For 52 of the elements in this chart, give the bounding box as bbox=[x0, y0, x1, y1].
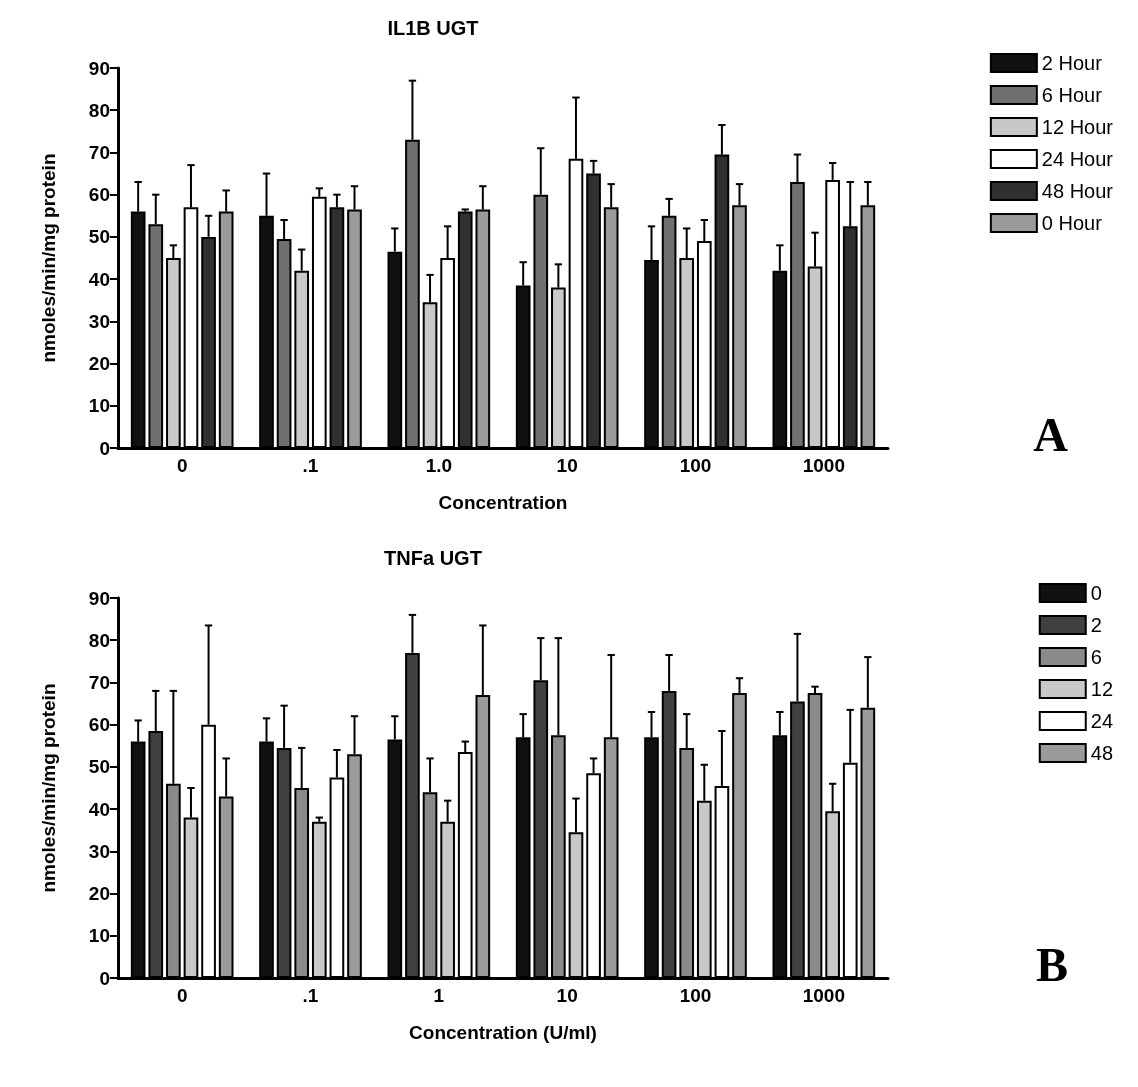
x-axis-title: Concentration bbox=[438, 492, 568, 513]
legend-label: 48 Hour bbox=[1041, 180, 1114, 202]
x-tick-label: 0 bbox=[176, 455, 188, 476]
x-tick-label: .1 bbox=[302, 455, 319, 476]
legend-label: 48 bbox=[1090, 742, 1113, 764]
x-tick-label: 10 bbox=[556, 455, 578, 476]
legend-label: 0 bbox=[1090, 582, 1102, 604]
y-tick-label: 30 bbox=[88, 840, 110, 862]
legend-label: 2 bbox=[1090, 614, 1102, 636]
chart-title: IL1B UGT bbox=[387, 17, 479, 39]
y-tick-label: 90 bbox=[88, 587, 110, 609]
x-tick-label: .1 bbox=[302, 985, 319, 1006]
x-tick-label: 10 bbox=[556, 985, 578, 1006]
x-tick-label: 100 bbox=[679, 985, 712, 1006]
legend-label: 24 Hour bbox=[1041, 148, 1114, 170]
legend-label: 0 Hour bbox=[1041, 212, 1103, 234]
y-tick-label: 40 bbox=[88, 268, 110, 290]
y-tick-label: 50 bbox=[88, 226, 110, 248]
y-tick-label: 30 bbox=[88, 310, 110, 332]
legend-label: 6 Hour bbox=[1041, 84, 1103, 106]
text: A bbox=[1033, 407, 1069, 461]
x-tick-label: 100 bbox=[679, 455, 712, 476]
y-tick-label: 50 bbox=[88, 756, 110, 778]
legend-label: 12 Hour bbox=[1041, 116, 1114, 138]
chart-title: TNFa UGT bbox=[384, 547, 482, 569]
y-axis-title: nmoles/min/mg protein bbox=[38, 153, 59, 363]
y-tick-label: 0 bbox=[99, 967, 110, 989]
y-tick-label: 60 bbox=[88, 184, 110, 206]
y-axis-title: nmoles/min/mg protein bbox=[38, 683, 59, 893]
x-tick-label: 0 bbox=[176, 985, 188, 1006]
y-tick-label: 40 bbox=[88, 798, 110, 820]
text: B bbox=[1035, 937, 1068, 991]
legend-label: 6 bbox=[1090, 646, 1102, 668]
legend-label: 12 bbox=[1090, 678, 1113, 700]
y-tick-label: 70 bbox=[88, 141, 110, 163]
y-tick-label: 80 bbox=[88, 629, 110, 651]
y-tick-label: 70 bbox=[88, 671, 110, 693]
y-tick-label: 60 bbox=[88, 714, 110, 736]
x-tick-label: 1000 bbox=[802, 455, 845, 476]
x-axis-title: Concentration (U/ml) bbox=[409, 1022, 597, 1043]
y-tick-label: 20 bbox=[88, 353, 110, 375]
y-tick-label: 10 bbox=[88, 395, 110, 417]
y-tick-label: 20 bbox=[88, 883, 110, 905]
y-tick-label: 80 bbox=[88, 99, 110, 121]
x-tick-label: 1000 bbox=[802, 985, 845, 1006]
x-tick-label: 1.0 bbox=[425, 455, 453, 476]
y-tick-label: 90 bbox=[88, 57, 110, 79]
legend-label: 2 Hour bbox=[1041, 52, 1103, 74]
x-tick-label: 1 bbox=[433, 985, 445, 1006]
y-tick-label: 10 bbox=[88, 925, 110, 947]
legend-label: 24 bbox=[1090, 710, 1113, 732]
y-tick-label: 0 bbox=[99, 437, 110, 459]
